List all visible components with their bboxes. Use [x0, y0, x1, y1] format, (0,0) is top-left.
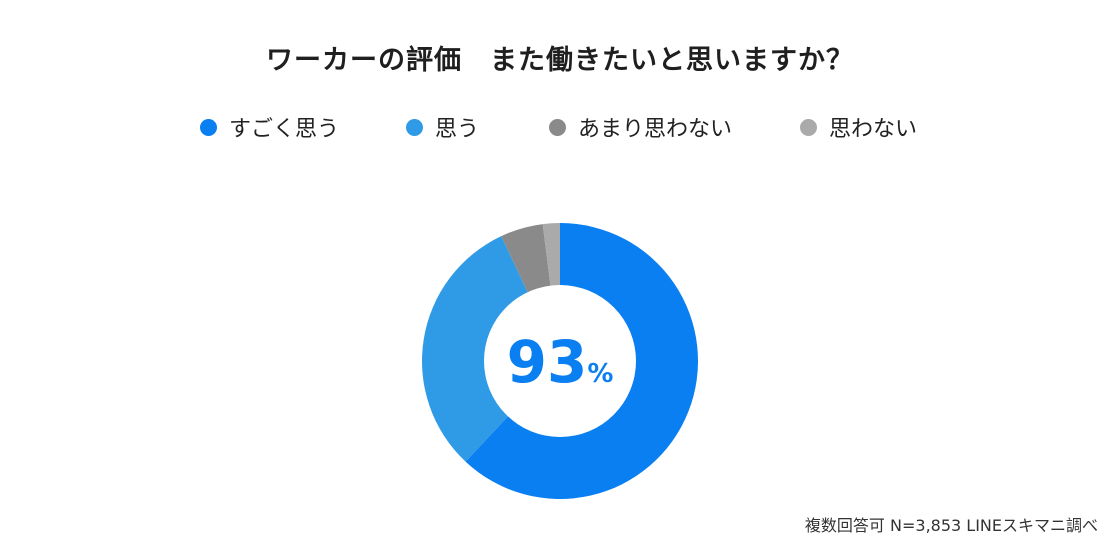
donut-hole — [484, 285, 636, 437]
center-value-label: 93% — [507, 328, 614, 396]
chart-title: ワーカーの評価 また働きたいと思いますか？ — [266, 45, 854, 76]
legend-dot-very-much — [200, 118, 217, 136]
legend-dot-yes — [406, 118, 423, 136]
center-value: 93 — [507, 328, 588, 396]
legend-item-very-much: すごく思う — [200, 112, 339, 142]
legend: すごく思う 思う あまり思わない 思わない — [0, 112, 1120, 142]
legend-dot-not-really — [549, 118, 566, 136]
legend-label-no: 思わない — [829, 117, 918, 142]
legend-label-yes: 思う — [435, 117, 480, 142]
legend-label-not-really: あまり思わない — [578, 117, 733, 142]
legend-item-not-really: あまり思わない — [549, 112, 732, 142]
legend-dot-no — [800, 118, 817, 136]
legend-label-very-much: すごく思う — [229, 117, 340, 142]
legend-item-yes: 思う — [406, 112, 479, 142]
source-note: 複数回答可 N=3,853 LINEスキマニ調べ — [804, 516, 1098, 535]
center-unit: % — [587, 359, 613, 389]
legend-item-no: 思わない — [800, 112, 917, 142]
